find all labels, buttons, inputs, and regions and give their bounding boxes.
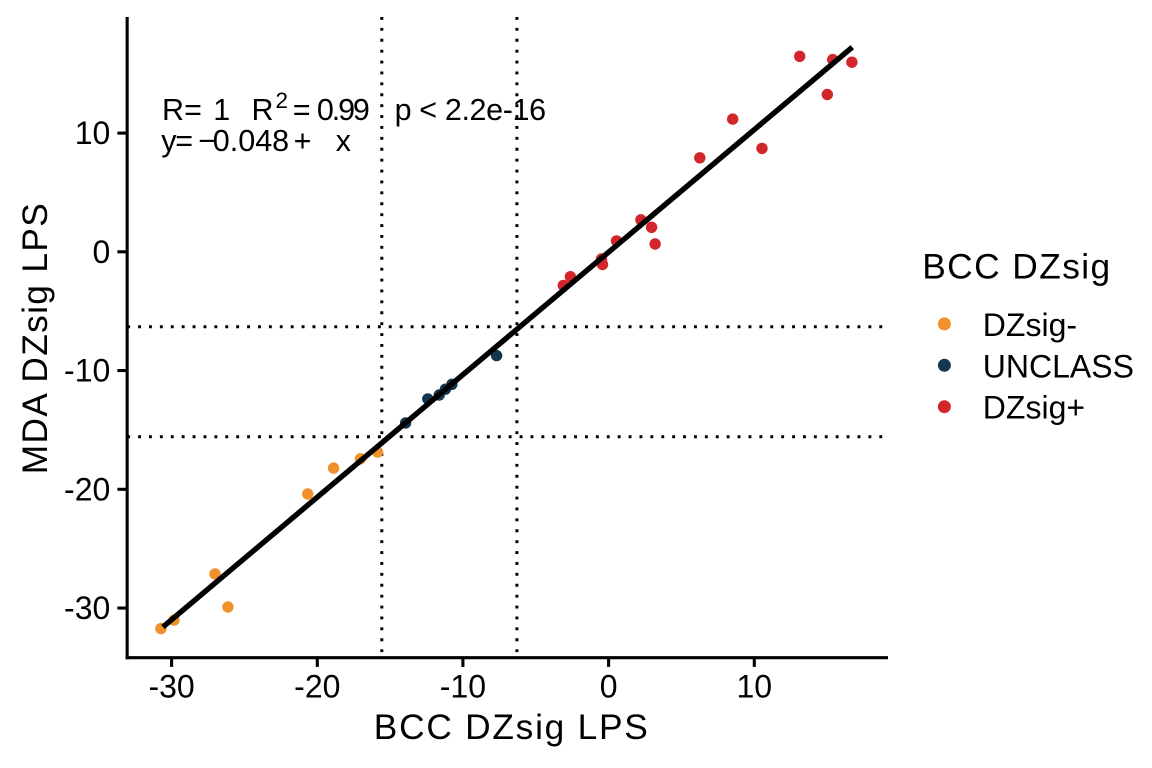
svg-text:=: =: [175, 124, 193, 158]
svg-text:-20: -20: [294, 669, 340, 705]
svg-text:R: R: [252, 93, 274, 127]
svg-text:BCC DZsig LPS: BCC DZsig LPS: [374, 708, 648, 747]
svg-text:=: =: [293, 93, 311, 127]
svg-text:-20: -20: [64, 471, 110, 507]
svg-text:0: 0: [600, 669, 618, 705]
svg-text:x: x: [336, 124, 351, 158]
svg-text:-30: -30: [64, 590, 110, 626]
svg-text:0.99: 0.99: [317, 93, 370, 127]
svg-text:R: R: [162, 93, 184, 127]
svg-text:−: −: [198, 124, 216, 158]
svg-text:DZsig+: DZsig+: [983, 390, 1085, 426]
svg-text:=: =: [184, 93, 202, 127]
svg-text:0: 0: [93, 234, 111, 270]
svg-text:+: +: [294, 124, 312, 158]
svg-text:10: 10: [75, 115, 111, 151]
svg-text:DZsig-: DZsig-: [983, 307, 1077, 343]
svg-text:10: 10: [737, 669, 773, 705]
svg-text:-10: -10: [440, 669, 486, 705]
svg-text:p < 2.2e-16: p < 2.2e-16: [395, 93, 546, 127]
svg-text:BCC DZsig: BCC DZsig: [922, 247, 1110, 286]
svg-text:0.048: 0.048: [213, 124, 289, 158]
svg-text:2: 2: [276, 88, 289, 113]
svg-text:UNCLASS: UNCLASS: [983, 348, 1134, 384]
svg-text:-10: -10: [64, 353, 110, 389]
svg-text:-30: -30: [148, 669, 194, 705]
svg-text:1: 1: [213, 93, 230, 127]
svg-text:y: y: [161, 124, 177, 158]
svg-text:MDA DZsig LPS: MDA DZsig LPS: [16, 203, 55, 474]
